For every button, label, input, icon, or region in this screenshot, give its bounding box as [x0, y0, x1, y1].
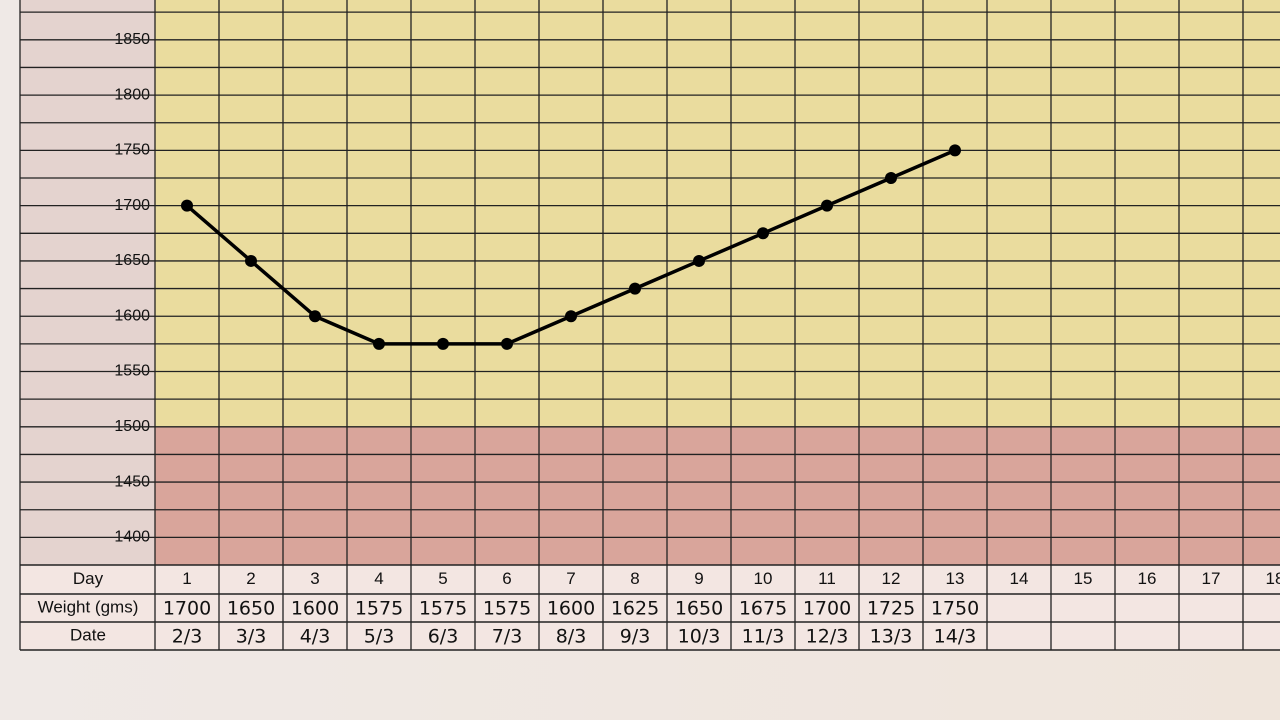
x-tick-label: 8 — [630, 569, 639, 588]
date-cell: 14/3 — [934, 626, 977, 648]
row-label: Day — [73, 569, 104, 588]
weight-cell: 1700 — [803, 598, 851, 620]
weight-point — [309, 310, 321, 323]
weight-point — [565, 310, 577, 323]
date-cell: 7/3 — [492, 626, 523, 648]
x-tick-label: 16 — [1138, 569, 1157, 588]
danger-zone — [155, 426, 1280, 565]
x-tick-label: 6 — [502, 569, 511, 588]
x-tick-label: 11 — [818, 569, 836, 588]
x-tick-label: 17 — [1202, 569, 1221, 588]
weight-point — [885, 172, 897, 185]
weight-cell: 1700 — [163, 598, 211, 620]
date-cell: 11/3 — [742, 626, 785, 648]
weight-cell: 1575 — [355, 598, 403, 620]
weight-point — [437, 337, 449, 350]
safe-zone — [155, 0, 1280, 427]
x-tick-label: 14 — [1010, 569, 1029, 588]
weight-point — [501, 337, 513, 350]
date-cell: 3/3 — [236, 626, 267, 648]
x-tick-label: 7 — [566, 569, 575, 588]
weight-cell: 1600 — [291, 598, 339, 620]
date-cell: 2/3 — [172, 626, 203, 648]
x-tick-label: 18 — [1266, 569, 1280, 588]
date-cell: 8/3 — [556, 626, 587, 648]
weight-cell: 1575 — [419, 598, 467, 620]
x-tick-label: 3 — [310, 569, 319, 588]
date-cell: 5/3 — [364, 626, 395, 648]
weight-cell: 1625 — [611, 598, 659, 620]
weight-cell: 1650 — [227, 598, 275, 620]
x-tick-label: 2 — [246, 569, 255, 588]
x-tick-label: 4 — [374, 569, 383, 588]
x-tick-label: 15 — [1074, 569, 1093, 588]
weight-cell: 1750 — [931, 598, 979, 620]
weight-point — [693, 254, 705, 267]
x-tick-label: 1 — [182, 569, 191, 588]
x-tick-label: 5 — [438, 569, 447, 588]
x-tick-label: 13 — [946, 569, 965, 588]
row-label: Weight (gms) — [38, 597, 139, 616]
x-tick-label: 10 — [754, 569, 773, 588]
weight-point — [181, 199, 193, 212]
weight-point — [821, 199, 833, 212]
date-cell: 6/3 — [428, 626, 459, 648]
date-cell: 12/3 — [806, 626, 849, 648]
weight-cell: 1575 — [483, 598, 531, 620]
weight-point — [757, 227, 769, 240]
x-tick-label: 12 — [882, 569, 901, 588]
weight-point — [629, 282, 641, 295]
weight-cell: 1725 — [867, 598, 915, 620]
weight-cell: 1600 — [547, 598, 595, 620]
row-label: Date — [70, 625, 106, 644]
date-cell: 9/3 — [620, 626, 651, 648]
label-column — [20, 0, 155, 565]
weight-cell: 1650 — [675, 598, 723, 620]
x-tick-label: 9 — [694, 569, 703, 588]
table-background — [20, 565, 1280, 650]
weight-point — [245, 254, 257, 267]
weight-cell: 1675 — [739, 598, 787, 620]
weight-point — [949, 144, 961, 157]
date-cell: 4/3 — [300, 626, 331, 648]
weight-point — [373, 337, 385, 350]
date-cell: 13/3 — [870, 626, 913, 648]
date-cell: 10/3 — [678, 626, 721, 648]
